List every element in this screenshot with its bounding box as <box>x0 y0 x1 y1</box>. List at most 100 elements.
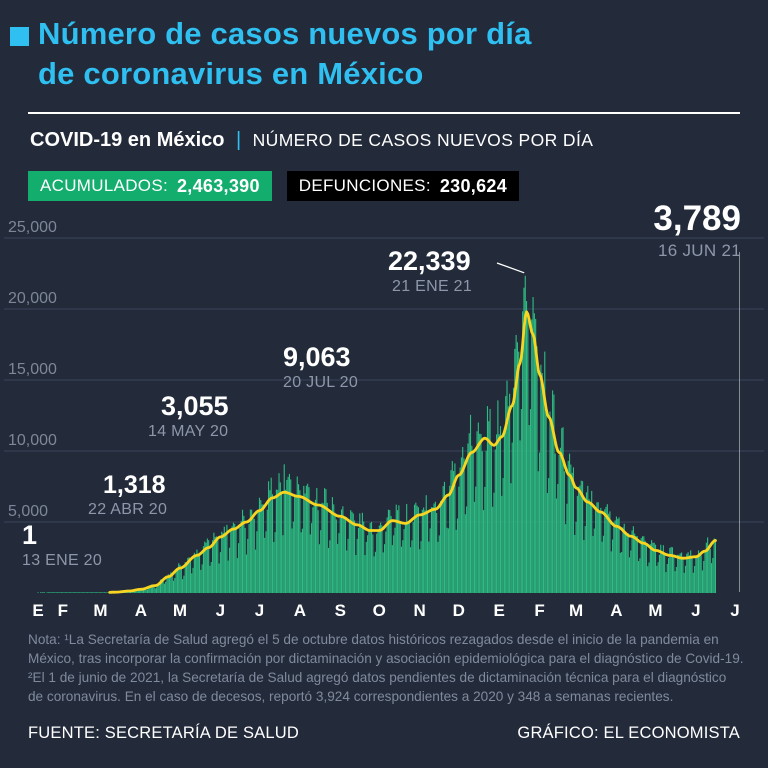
daily-cases-bar <box>273 541 275 593</box>
daily-cases-bar <box>423 507 425 593</box>
daily-cases-bar <box>524 275 526 593</box>
daily-cases-bar <box>492 506 494 593</box>
daily-cases-bar <box>510 483 512 593</box>
daily-cases-bar <box>453 470 455 593</box>
daily-cases-bar <box>197 555 199 593</box>
daily-cases-bar <box>652 542 654 593</box>
daily-cases-bar <box>153 586 155 593</box>
daily-cases-bar <box>196 549 198 593</box>
daily-cases-bar <box>373 556 375 593</box>
daily-cases-bar <box>626 535 628 593</box>
daily-cases-bar <box>185 563 188 593</box>
daily-cases-bar <box>53 592 55 593</box>
x-axis-month-label: N <box>414 601 426 620</box>
daily-cases-bar <box>275 489 277 593</box>
daily-cases-bar <box>451 461 453 593</box>
daily-cases-bar <box>614 520 616 593</box>
daily-cases-bar <box>681 552 683 593</box>
daily-cases-bar <box>400 546 403 593</box>
daily-cases-bar <box>159 579 162 593</box>
x-axis-month-label: S <box>335 601 346 620</box>
footnote-1: Nota: ¹La Secretaría de Salud agregó el … <box>28 632 744 666</box>
daily-cases-bar <box>398 505 400 593</box>
daily-cases-bar <box>270 477 272 593</box>
daily-cases-bar <box>426 512 429 593</box>
daily-cases-bar <box>631 530 633 593</box>
daily-cases-bar <box>701 570 703 593</box>
daily-cases-bar <box>338 533 340 593</box>
daily-cases-bar <box>75 592 77 593</box>
daily-cases-bar <box>308 487 310 593</box>
daily-cases-bar <box>421 509 423 593</box>
daily-cases-bar <box>713 538 715 593</box>
daily-cases-bar <box>705 542 707 593</box>
daily-cases-bar <box>684 565 687 593</box>
daily-cases-bar <box>627 533 629 593</box>
daily-cases-bar <box>558 454 560 593</box>
daily-cases-bar <box>257 511 259 593</box>
daily-cases-bar <box>694 566 696 593</box>
source-credit: FUENTE: SECRETARÍA DE SALUD <box>28 724 299 742</box>
daily-cases-bar <box>471 445 473 593</box>
daily-cases-bar <box>690 550 692 593</box>
daily-cases-bar <box>472 452 474 593</box>
daily-cases-bar <box>59 592 61 593</box>
daily-cases-bar <box>50 592 52 593</box>
daily-cases-bar <box>360 524 362 593</box>
daily-cases-bar <box>314 499 317 593</box>
daily-cases-bar <box>84 592 86 593</box>
x-axis-month-label: M <box>569 601 583 620</box>
x-axis-month-label: J <box>255 601 264 620</box>
daily-cases-bar <box>668 557 670 593</box>
daily-cases-bar <box>699 554 701 593</box>
daily-cases-bar <box>591 490 593 593</box>
daily-cases-bar <box>99 592 102 593</box>
daily-cases-bar <box>686 553 688 593</box>
daily-cases-bar <box>479 433 481 593</box>
annotation-jul-2020: 9,063 20 JUL 20 <box>283 343 358 392</box>
daily-cases-bar <box>600 507 602 593</box>
daily-cases-bar <box>241 509 244 593</box>
daily-cases-bar <box>380 522 382 593</box>
daily-cases-bar <box>644 540 646 593</box>
daily-cases-bar <box>695 556 697 593</box>
daily-cases-bar <box>221 531 223 593</box>
daily-cases-bar <box>417 507 419 593</box>
daily-cases-bar <box>252 514 254 593</box>
daily-cases-bar <box>179 564 181 593</box>
daily-cases-bar <box>484 486 486 593</box>
daily-cases-bar <box>399 522 401 593</box>
daily-cases-bar <box>542 389 545 593</box>
daily-cases-bar <box>559 447 561 593</box>
daily-cases-bar <box>648 562 650 593</box>
annotation-latest-value: 3,789 16 JUN 21 <box>653 200 741 261</box>
daily-cases-bar <box>60 592 62 593</box>
daily-cases-bar <box>458 486 460 593</box>
daily-cases-bar <box>223 526 225 593</box>
daily-cases-bar <box>463 458 465 593</box>
daily-cases-bar <box>389 510 391 593</box>
daily-cases-bar <box>152 584 154 593</box>
daily-cases-bar <box>218 563 220 593</box>
daily-cases-bar <box>673 557 675 593</box>
daily-cases-bar <box>142 588 145 593</box>
daily-cases-bar <box>291 528 293 593</box>
daily-cases-bar <box>356 538 358 593</box>
daily-cases-bar <box>178 563 180 593</box>
daily-cases-bar <box>226 524 228 593</box>
daily-cases-bar <box>337 543 339 593</box>
daily-cases-bar <box>615 516 617 593</box>
daily-cases-bar <box>81 592 83 593</box>
daily-cases-bar <box>346 550 348 593</box>
daily-cases-bar <box>253 518 255 593</box>
daily-cases-bar <box>265 531 267 593</box>
x-axis-month-label: M <box>648 601 662 620</box>
daily-cases-bar <box>572 467 574 593</box>
daily-cases-bar <box>433 503 435 593</box>
daily-cases-bar <box>200 569 202 593</box>
daily-cases-bar <box>658 554 660 593</box>
daily-cases-bar <box>146 589 148 593</box>
daily-cases-bar <box>497 400 499 593</box>
daily-cases-bar <box>303 485 305 593</box>
daily-cases-bar <box>428 541 430 593</box>
